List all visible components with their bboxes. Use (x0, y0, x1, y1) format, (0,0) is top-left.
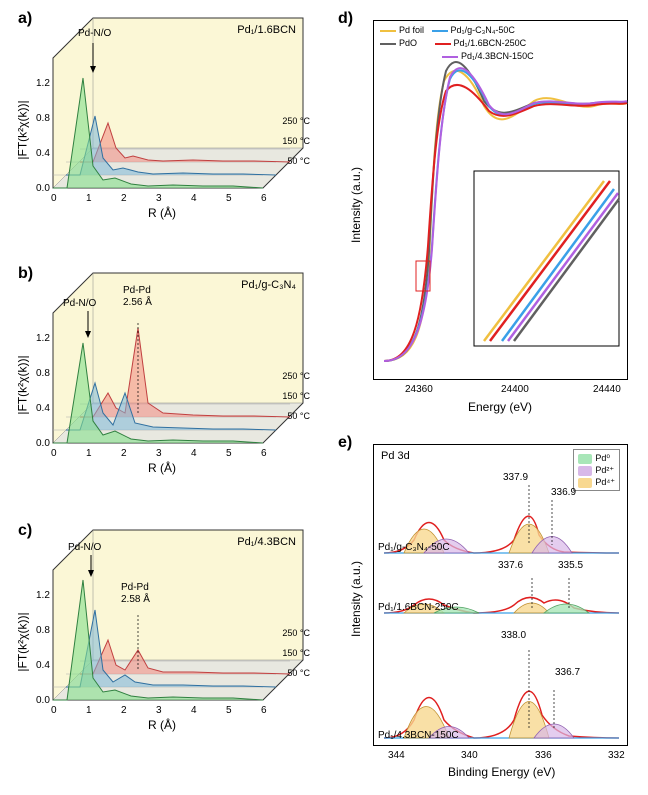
panel-d-leg0: Pd foil (399, 25, 424, 35)
panel-d-xt2: 24440 (593, 384, 621, 395)
panel-a: a) Pd-N/O Pd₁/1.6BCN 250 °C 150 °C 50 °C… (8, 8, 318, 258)
panel-d-xt1: 24400 (501, 384, 529, 395)
panel-e-legend: Pd⁰ Pd²⁺ Pd⁴⁺ (573, 449, 620, 491)
panel-a-xt2: 2 (121, 193, 127, 204)
panel-a-t150: 150 °C (282, 136, 310, 146)
panel-e-ylabel: Intensity (a.u.) (349, 561, 363, 637)
panel-a-yt3: 1.2 (36, 78, 50, 89)
panel-a-xt1: 1 (86, 193, 92, 204)
panel-a-xlabel: R (Å) (148, 206, 176, 220)
panel-b-xlabel: R (Å) (148, 461, 176, 475)
panel-c-ylabel: |FT(k²χ(k))| (16, 612, 30, 671)
panel-d-leg4: Pd₁/4.3BCN-150C (461, 51, 534, 61)
panel-c-label: c) (18, 522, 32, 540)
panel-e-s1name: Pd₁/g-C₃N₄-50C (378, 542, 450, 553)
panel-d-label: d) (338, 10, 353, 28)
panel-a-ylabel: |FT(k²χ(k))| (16, 100, 30, 159)
panel-e: e) (333, 432, 638, 789)
panel-d-leg3: Pd₁/1.6BCN-250C (454, 38, 527, 48)
panel-b-peak2: Pd-Pd (123, 285, 151, 296)
panel-e-leg2: Pd⁴⁺ (595, 477, 615, 487)
panel-a-xt3: 3 (156, 193, 162, 204)
panel-d: d) Pd foil Pd₁/g-C₃N₄-50C PdO (333, 8, 638, 423)
panel-a-yt1: 0.4 (36, 148, 50, 159)
panel-e-xt1: 340 (461, 750, 478, 761)
panel-d-xt0: 24360 (405, 384, 433, 395)
panel-b: b) Pd-N/O Pd-Pd 2.56 Å Pd₁/g-C₃N₄ 250 °C… (8, 263, 318, 513)
panel-b-t250: 250 °C (282, 371, 310, 381)
panel-d-axes (373, 20, 628, 380)
panel-a-t250: 250 °C (282, 116, 310, 126)
panel-e-s2p1: 337.6 (498, 560, 523, 571)
panel-a-peak1: Pd-N/O (78, 28, 111, 39)
panel-a-yt0: 0.0 (36, 183, 50, 194)
panel-a-xt6: 6 (261, 193, 267, 204)
panel-d-xlabel: Energy (eV) (468, 400, 532, 414)
panel-b-peak2b: 2.56 Å (123, 297, 152, 308)
panel-e-leg0: Pd⁰ (595, 453, 610, 463)
panel-c-chart (53, 530, 313, 735)
panel-d-ylabel: Intensity (a.u.) (349, 167, 363, 243)
panel-b-ylabel: |FT(k²χ(k))| (16, 355, 30, 414)
panel-c-peak1: Pd-N/O (68, 542, 101, 553)
panel-e-s1p1: 337.9 (503, 472, 528, 483)
panel-a-xt4: 4 (191, 193, 197, 204)
panel-c-t50: 50 °C (287, 668, 310, 678)
panel-c-peak2: Pd-Pd (121, 582, 149, 593)
panel-c: c) Pd-N/O Pd-Pd 2.58 Å Pd₁/4.3BCN 250 °C… (8, 520, 318, 770)
panel-e-s3p2: 336.7 (555, 667, 580, 678)
panel-e-label: e) (338, 434, 352, 452)
panel-e-xt3: 332 (608, 750, 625, 761)
panel-a-t50: 50 °C (287, 156, 310, 166)
panel-e-s3name: Pd₁/4.3BCN-150C (378, 730, 459, 741)
panel-e-xlabel: Binding Energy (eV) (448, 765, 555, 779)
panel-e-leg1: Pd²⁺ (595, 465, 614, 475)
panel-a-chart (53, 18, 313, 223)
panel-c-t250: 250 °C (282, 628, 310, 638)
panel-d-legend: Pd foil Pd₁/g-C₃N₄-50C PdO Pd₁/1.6BCN-25… (380, 24, 534, 63)
panel-e-s3p1: 338.0 (501, 630, 526, 641)
panel-b-peak1: Pd-N/O (63, 298, 96, 309)
panel-e-title: Pd 3d (381, 450, 410, 462)
panel-a-label: a) (18, 10, 32, 28)
panel-b-title: Pd₁/g-C₃N₄ (241, 279, 296, 291)
panel-e-xt0: 344 (388, 750, 405, 761)
panel-a-title: Pd₁/1.6BCN (237, 24, 296, 36)
panel-c-t150: 150 °C (282, 648, 310, 658)
panel-d-leg2: Pd₁/g-C₃N₄-50C (451, 25, 515, 35)
panel-a-yt2: 0.8 (36, 113, 50, 124)
panel-e-s2p2: 335.5 (558, 560, 583, 571)
panel-e-s2name: Pd₁/1.6BCN-250C (378, 602, 459, 613)
panel-b-label: b) (18, 265, 33, 283)
panel-a-xt0: 0 (51, 193, 57, 204)
panel-a-xt5: 5 (226, 193, 232, 204)
panel-b-t50: 50 °C (287, 411, 310, 421)
panel-c-xlabel: R (Å) (148, 718, 176, 732)
panel-d-leg1: PdO (399, 38, 417, 48)
panel-c-peak2b: 2.58 Å (121, 594, 150, 605)
panel-e-xt2: 336 (535, 750, 552, 761)
panel-e-s1p2: 336.9 (551, 487, 576, 498)
panel-b-t150: 150 °C (282, 391, 310, 401)
panel-c-title: Pd₁/4.3BCN (237, 536, 296, 548)
